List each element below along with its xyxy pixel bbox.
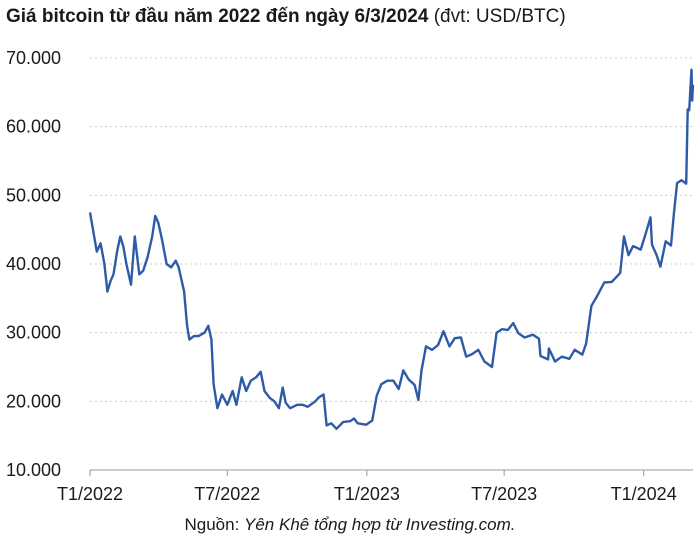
price-line-chart: 10.000 20.000 30.000 40.000 50.000 60.000 70.0… (6, 48, 695, 504)
chart-source: Nguồn: Yên Khê tổng hợp từ Investing.com… (0, 515, 700, 535)
y-tick-label: 60.000 (6, 117, 61, 137)
x-tick-label: T1/2023 (334, 484, 400, 504)
x-tick-label: T1/2022 (57, 484, 123, 504)
x-tick-label: T7/2022 (194, 484, 260, 504)
chart-title-main: Giá bitcoin từ đầu năm 2022 đến ngày 6/3… (6, 6, 429, 27)
y-tick-label: 30.000 (6, 323, 61, 343)
price-series-line (88, 68, 695, 430)
x-tick-label: T7/2023 (471, 484, 537, 504)
source-prefix: Nguồn: (184, 515, 245, 534)
y-tick-label: 70.000 (6, 48, 61, 68)
y-tick-label: 50.000 (6, 185, 61, 205)
y-tick-label: 20.000 (6, 391, 61, 411)
chart-title: Giá bitcoin từ đầu năm 2022 đến ngày 6/3… (6, 6, 566, 28)
source-text: Yên Khê tổng hợp từ Investing.com. (244, 515, 516, 534)
y-tick-label: 40.000 (6, 254, 61, 274)
chart-title-unit: (đvt: USD/BTC) (433, 6, 566, 27)
x-tick-label: T1/2024 (611, 484, 677, 504)
y-tick-label: 10.000 (6, 460, 61, 480)
